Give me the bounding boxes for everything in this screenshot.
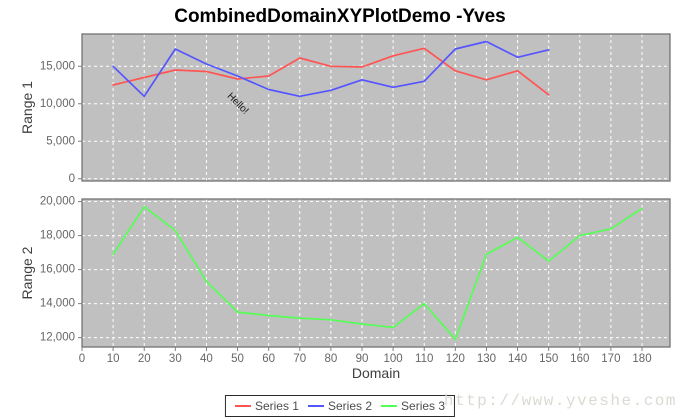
y-tick-label: 5,000	[46, 135, 75, 147]
series-line-series-1	[112, 47, 550, 96]
x-tick-label: 150	[539, 353, 558, 365]
range-axis-label: Range 1	[19, 81, 35, 134]
legend-label: Series 1	[254, 399, 299, 413]
chart-title: CombinedDomainXYPlotDemo -Yves	[174, 6, 506, 27]
plot-area-background	[82, 199, 670, 347]
legend-line-swatch	[307, 405, 324, 407]
x-tick-label: 30	[169, 353, 182, 365]
plot-area-border	[81, 198, 671, 348]
x-tick-label: 40	[200, 353, 213, 365]
series-line-series-3	[112, 205, 643, 341]
legend-label: Series 2	[327, 399, 373, 413]
x-tick-label: 70	[293, 353, 306, 365]
x-tick-label: 100	[384, 353, 403, 365]
x-tick-label: 20	[138, 353, 151, 365]
legend-item-series-1: Series 1	[234, 399, 299, 413]
y-tick-label: 20,000	[40, 196, 75, 208]
x-tick-label: 160	[570, 353, 589, 365]
y-tick-label: 15,000	[40, 60, 75, 72]
legend-item-series-2: Series 2	[307, 399, 373, 413]
range-axis-label: Range 2	[19, 246, 35, 299]
plot-area-background	[82, 34, 670, 181]
y-tick-label: 18,000	[40, 230, 75, 242]
legend: Series 1 Series 2 Series 3	[224, 395, 456, 417]
x-tick-label: 130	[477, 353, 496, 365]
x-tick-label: 50	[231, 353, 244, 365]
legend-line-swatch	[381, 405, 398, 407]
x-tick-label: 170	[601, 353, 620, 365]
legend-line-swatch	[234, 405, 251, 407]
legend-item-series-3: Series 3	[381, 399, 445, 413]
y-tick-label: 0	[69, 173, 75, 185]
x-tick-label: 90	[356, 353, 369, 365]
x-tick-label: 120	[446, 353, 465, 365]
y-tick-label: 14,000	[40, 298, 75, 310]
y-tick-label: 12,000	[40, 332, 75, 344]
x-tick-label: 0	[79, 353, 85, 365]
y-tick-label: 16,000	[40, 264, 75, 276]
x-tick-label: 140	[508, 353, 527, 365]
watermark-text: http://www.yveshe.com	[443, 392, 677, 410]
y-tick-label: 10,000	[40, 98, 75, 110]
x-tick-label: 10	[107, 353, 120, 365]
x-tick-label: 60	[262, 353, 275, 365]
x-tick-label: 80	[324, 353, 337, 365]
plot-area-border	[81, 33, 671, 182]
series-line-series-2	[112, 40, 550, 98]
domain-axis-label: Domain	[352, 365, 400, 381]
x-tick-label: 180	[632, 353, 651, 365]
x-tick-label: 110	[415, 353, 433, 365]
legend-label: Series 3	[401, 399, 446, 413]
